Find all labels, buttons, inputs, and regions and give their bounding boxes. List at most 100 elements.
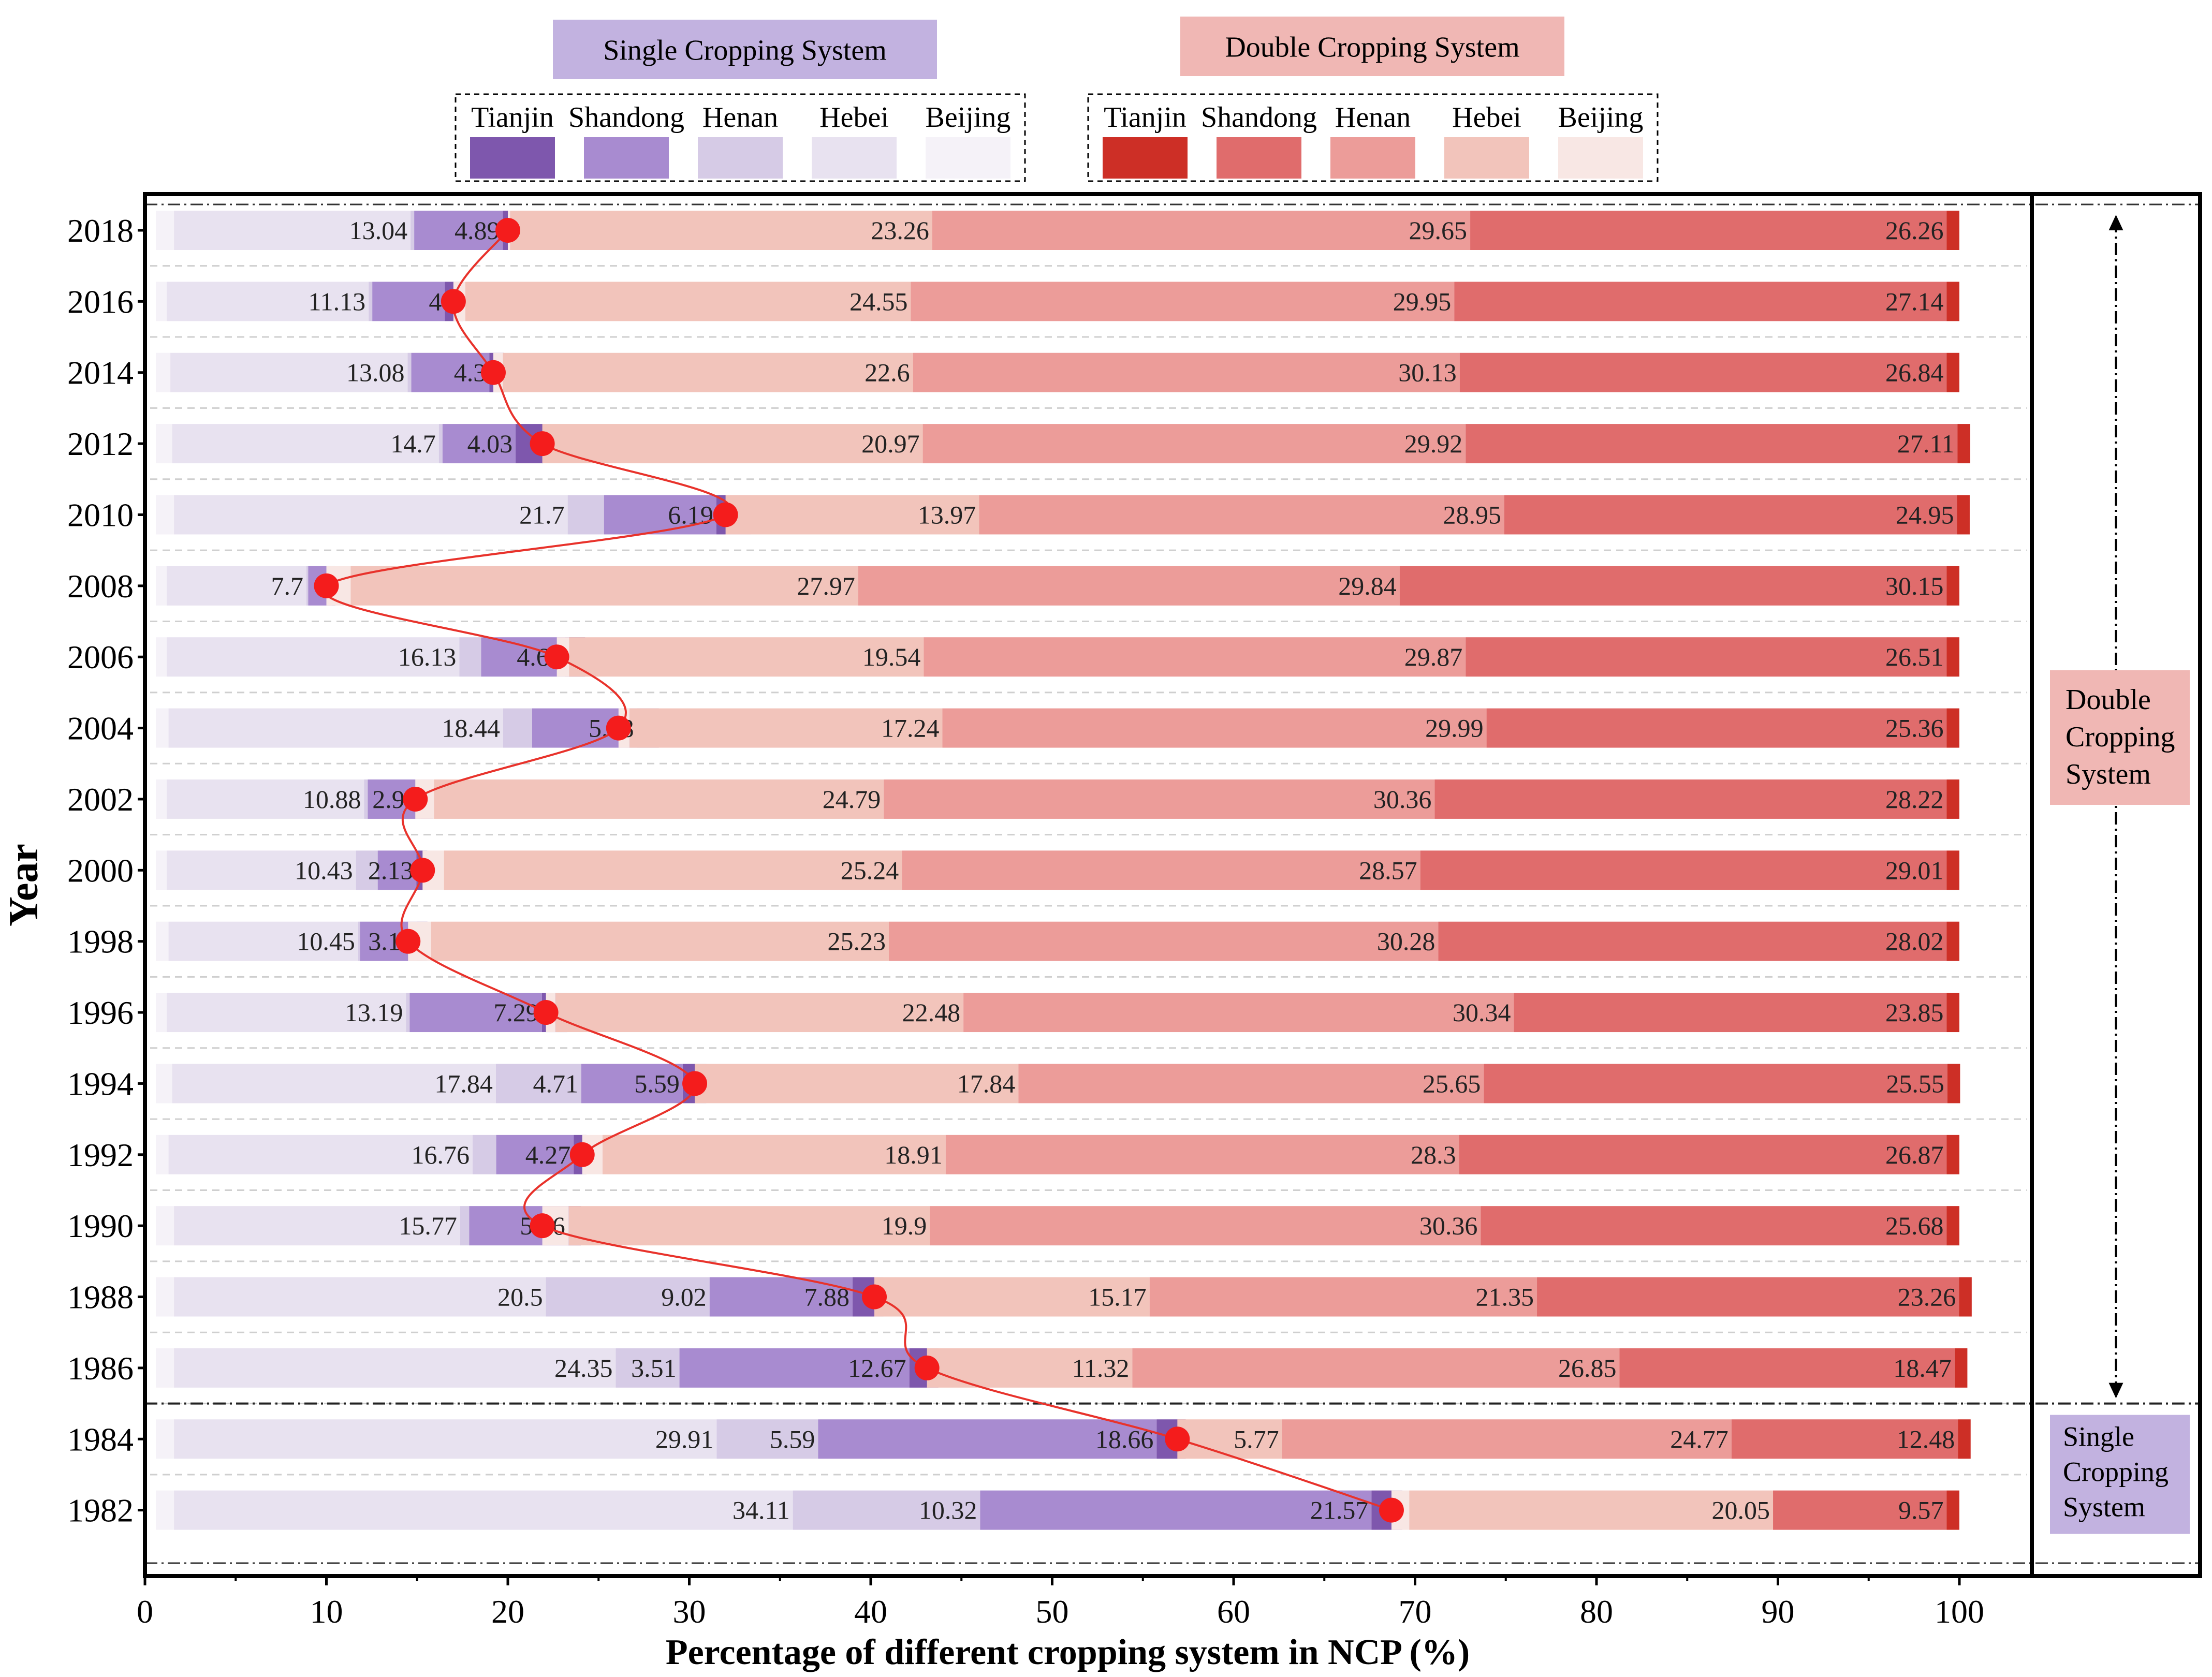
bar-double-henan bbox=[979, 495, 1504, 535]
bar-single-beijing bbox=[156, 1348, 174, 1388]
bar-double-hebei bbox=[465, 282, 911, 321]
bar-double-shandong bbox=[1514, 993, 1947, 1033]
y-tick-label: 2006 bbox=[67, 639, 134, 675]
data-label-double-henan: 29.87 bbox=[1404, 642, 1463, 671]
data-label-single-hebei: 24.35 bbox=[554, 1354, 613, 1382]
bar-single-shandong bbox=[581, 1064, 683, 1104]
data-label-double-hebei: 27.97 bbox=[797, 571, 855, 600]
bar-double-hebei bbox=[350, 566, 858, 606]
data-label-single-hebei: 13.19 bbox=[345, 998, 403, 1027]
data-label-double-shandong: 12.48 bbox=[1897, 1424, 1955, 1453]
data-label-double-hebei: 24.55 bbox=[849, 287, 908, 316]
data-label-double-henan: 25.65 bbox=[1423, 1069, 1481, 1098]
bar-single-beijing bbox=[156, 211, 174, 250]
bar-double-tianjin bbox=[1946, 566, 1959, 606]
bar-double-shandong bbox=[1731, 1419, 1958, 1459]
legend-swatch-single-beijing bbox=[926, 137, 1010, 179]
bar-single-beijing bbox=[156, 1064, 172, 1104]
bar-single-shandong bbox=[411, 352, 490, 392]
data-label-single-hebei: 34.11 bbox=[733, 1496, 790, 1525]
data-label-double-henan: 28.3 bbox=[1411, 1140, 1456, 1169]
y-tick-label: 1998 bbox=[67, 923, 134, 960]
bar-single-shandong bbox=[414, 211, 503, 250]
data-label-single-hebei: 17.84 bbox=[434, 1069, 493, 1098]
data-label-double-shandong: 26.51 bbox=[1885, 642, 1944, 671]
legend-entry-single-tianjin: Tianjin bbox=[471, 101, 554, 134]
bar-double-shandong bbox=[1399, 566, 1947, 606]
data-label-single-hebei: 10.45 bbox=[297, 927, 355, 956]
bar-double-henan bbox=[924, 637, 1466, 677]
bar-single-henan bbox=[356, 850, 378, 890]
data-label-single-hebei: 7.7 bbox=[271, 571, 303, 600]
legend-entry-double-hebei: Hebei bbox=[1452, 101, 1521, 134]
bar-single-beijing bbox=[156, 1277, 174, 1317]
legend-entry-single-shandong: Shandong bbox=[568, 101, 684, 134]
data-label-single-shandong: 2.13 bbox=[368, 856, 414, 885]
bar-double-hebei bbox=[1177, 1419, 1282, 1459]
data-label-double-hebei: 13.97 bbox=[918, 500, 976, 529]
data-label-single-shandong: 21.57 bbox=[1310, 1496, 1369, 1525]
bar-double-tianjin bbox=[1946, 352, 1959, 392]
data-label-single-hebei: 15.77 bbox=[399, 1211, 457, 1240]
data-label-single-shandong: 4.89 bbox=[455, 216, 500, 245]
data-label-single-shandong: 12.67 bbox=[848, 1354, 906, 1382]
data-label-single-henan: 3.51 bbox=[631, 1354, 677, 1382]
data-point-2014 bbox=[480, 360, 506, 385]
bar-single-hebei bbox=[174, 495, 568, 535]
bar-single-beijing bbox=[156, 1135, 169, 1174]
y-tick-label: 2008 bbox=[67, 568, 134, 605]
bar-double-henan bbox=[963, 993, 1514, 1033]
right-panel: Double Cropping System Single Cropping System bbox=[2050, 215, 2190, 1534]
bar-single-beijing bbox=[156, 566, 167, 606]
data-label-double-hebei: 20.05 bbox=[1712, 1496, 1770, 1525]
bar-single-henan bbox=[495, 1064, 581, 1104]
x-tick-label: 20 bbox=[491, 1593, 524, 1630]
bar-single-shandong bbox=[980, 1490, 1372, 1530]
bar-double-henan bbox=[911, 282, 1455, 321]
bar-double-tianjin bbox=[1946, 921, 1959, 961]
data-point-2006 bbox=[544, 644, 569, 670]
data-label-double-shandong: 28.22 bbox=[1885, 785, 1944, 814]
y-tick-label: 2000 bbox=[67, 852, 134, 889]
bar-single-henan bbox=[306, 566, 309, 606]
y-tick-label: 2012 bbox=[67, 425, 134, 462]
bar-double-hebei bbox=[510, 211, 932, 250]
data-label-double-henan: 21.35 bbox=[1476, 1283, 1534, 1312]
bar-single-henan bbox=[793, 1490, 980, 1530]
panel-label-double: Double bbox=[2065, 684, 2151, 716]
bars bbox=[156, 211, 1972, 1530]
legend-entry-single-beijing: Beijing bbox=[926, 101, 1011, 134]
bar-double-shandong bbox=[1773, 1490, 1947, 1530]
bar-single-hebei bbox=[174, 1277, 546, 1317]
data-point-2004 bbox=[606, 715, 631, 741]
bar-double-tianjin bbox=[1946, 1135, 1959, 1174]
bar-single-shandong bbox=[679, 1348, 910, 1388]
data-label-double-shandong: 23.26 bbox=[1898, 1283, 1956, 1312]
data-label-single-henan: 9.02 bbox=[661, 1283, 707, 1312]
bar-double-hebei bbox=[555, 993, 964, 1033]
bar-double-tianjin bbox=[1957, 495, 1970, 535]
bar-double-tianjin bbox=[1958, 1419, 1971, 1459]
data-label-double-shandong: 18.47 bbox=[1893, 1354, 1952, 1382]
bar-double-shandong bbox=[1438, 921, 1947, 961]
legend-entry-double-tianjin: Tianjin bbox=[1104, 101, 1186, 134]
bar-double-henan bbox=[942, 708, 1487, 748]
bar-double-hebei bbox=[569, 637, 924, 677]
axes: 2018201620142012201020082006200420022000… bbox=[1, 192, 2202, 1672]
bar-single-beijing bbox=[156, 352, 171, 392]
data-label-double-hebei: 19.9 bbox=[882, 1211, 927, 1240]
bar-double-shandong bbox=[1434, 779, 1947, 819]
bar-single-hebei bbox=[174, 1490, 793, 1530]
y-tick-label: 1990 bbox=[67, 1208, 134, 1244]
data-label-single-hebei: 10.88 bbox=[303, 785, 361, 814]
data-label-double-henan: 24.77 bbox=[1670, 1424, 1728, 1453]
bar-single-hebei bbox=[167, 282, 369, 321]
gridlines bbox=[145, 203, 2200, 1564]
bar-single-hebei bbox=[167, 637, 460, 677]
data-label-double-hebei: 22.6 bbox=[865, 358, 910, 387]
bar-single-hebei bbox=[167, 779, 364, 819]
bar-single-henan bbox=[407, 352, 412, 392]
data-label-single-henan: 5.59 bbox=[770, 1424, 815, 1453]
y-tick-label: 1988 bbox=[67, 1279, 134, 1316]
